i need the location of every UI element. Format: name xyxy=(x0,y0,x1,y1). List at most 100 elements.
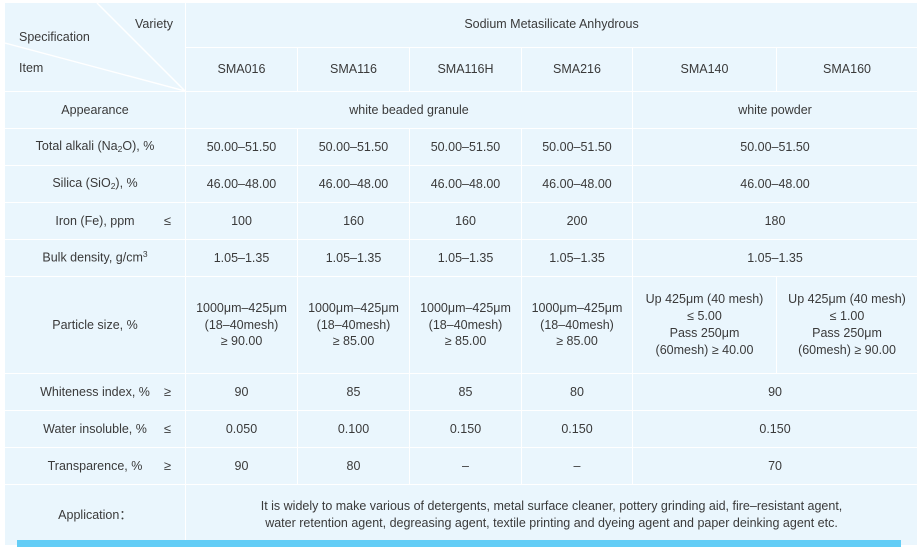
particle-size-sma216: 1000μm–425μm (18–40mesh) ≥ 85.00 xyxy=(522,277,632,373)
grade-header-sma116h: SMA116H xyxy=(410,47,521,91)
product-group-title: Sodium Metasilicate Anhydrous xyxy=(186,3,918,47)
appearance-granule-value: white beaded granule xyxy=(186,92,632,128)
particle-size-sma160: Up 425μm (40 mesh) ≤ 1.00 Pass 250μm (60… xyxy=(777,277,918,373)
particle-line-2: (18–40mesh) xyxy=(204,317,279,332)
particle-size-sma116h: 1000μm–425μm (18–40mesh) ≥ 85.00 xyxy=(410,277,521,373)
particle-line-1: Up 425μm (40 mesh) xyxy=(645,292,764,307)
row-label-iron-text: Iron (Fe), ppm xyxy=(55,213,135,228)
transparence-sma016: 90 xyxy=(186,448,297,484)
application-line-1: It is widely to make various of detergen… xyxy=(260,499,843,514)
corner-label-item: Item xyxy=(19,61,44,76)
row-label-whiteness-index: Whiteness index, % ≥ xyxy=(5,374,185,410)
silica-sma016: 46.00–48.00 xyxy=(186,166,297,202)
table-row-transparence: Transparence, % ≥ 90 80 – – 70 xyxy=(5,448,918,484)
particle-line-1: 1000μm–425μm xyxy=(420,300,511,315)
grade-header-sma140: SMA140 xyxy=(633,47,776,91)
diagonal-split-lines-icon xyxy=(5,3,185,91)
product-specification-table: Variety Specification Item Sodium Metasi… xyxy=(4,2,918,546)
total-alkali-sma216: 50.00–51.50 xyxy=(522,129,632,165)
particle-line-1: 1000μm–425μm xyxy=(308,300,399,315)
table-row-water-insoluble: Water insoluble, % ≤ 0.050 0.100 0.150 0.… xyxy=(5,411,918,447)
transparence-powder-merged: 70 xyxy=(633,448,918,484)
table-row-appearance: Appearance white beaded granule white po… xyxy=(5,92,918,128)
whiteness-sma216: 80 xyxy=(522,374,632,410)
water-insoluble-sma116h: 0.150 xyxy=(410,411,521,447)
whiteness-sma116h: 85 xyxy=(410,374,521,410)
particle-line-3: ≥ 85.00 xyxy=(556,334,598,349)
particle-line-2: (18–40mesh) xyxy=(540,317,614,332)
transparence-sma116h: – xyxy=(410,448,521,484)
row-label-water-insoluble-text: Water insoluble, % xyxy=(43,421,147,436)
water-insoluble-powder-merged: 0.150 xyxy=(633,411,918,447)
row-label-bulk-density-superscript: 3 xyxy=(142,249,148,260)
grade-header-sma160: SMA160 xyxy=(777,47,918,91)
row-label-silica-prefix: Silica (SiO xyxy=(52,176,111,191)
table-row-application: Application： It is widely to make variou… xyxy=(5,485,918,545)
particle-size-sma116: 1000μm–425μm (18–40mesh) ≥ 85.00 xyxy=(298,277,409,373)
bulk-density-powder-merged: 1.05–1.35 xyxy=(633,240,918,276)
particle-line-3: ≥ 90.00 xyxy=(220,334,263,349)
corner-label-variety: Variety xyxy=(135,17,173,31)
whiteness-sma116: 85 xyxy=(298,374,409,410)
row-operator-iron: ≤ xyxy=(163,213,171,229)
row-label-application: Application： xyxy=(5,485,185,545)
row-label-bulk-density: Bulk density, g/cm3 xyxy=(5,240,185,276)
table-row-silica: Silica (SiO2), % 46.00–48.00 46.00–48.00… xyxy=(5,166,918,202)
row-label-iron: Iron (Fe), ppm ≤ xyxy=(5,203,185,239)
row-label-total-alkali-prefix: Total alkali (Na xyxy=(35,139,118,154)
water-insoluble-sma016: 0.050 xyxy=(186,411,297,447)
particle-line-3: Pass 250μm xyxy=(812,326,882,340)
row-label-transparence: Transparence, % ≥ xyxy=(5,448,185,484)
particle-line-4: (60mesh) ≥ 90.00 xyxy=(798,342,896,357)
row-label-silica: Silica (SiO2), % xyxy=(5,166,185,202)
table-row-particle-size: Particle size, % 1000μm–425μm (18–40mesh… xyxy=(5,277,918,373)
grade-header-sma116: SMA116 xyxy=(298,47,409,91)
iron-sma116h: 160 xyxy=(410,203,521,239)
silica-sma116h: 46.00–48.00 xyxy=(410,166,521,202)
row-label-total-alkali: Total alkali (Na2O), % xyxy=(5,129,185,165)
particle-line-2: ≤ 5.00 xyxy=(687,309,722,324)
particle-line-1: 1000μm–425μm xyxy=(196,300,287,315)
table-row-total-alkali: Total alkali (Na2O), % 50.00–51.50 50.00… xyxy=(5,129,918,165)
bulk-density-sma116h: 1.05–1.35 xyxy=(410,240,521,276)
row-label-whiteness-text: Whiteness index, % xyxy=(40,384,150,399)
row-label-appearance: Appearance xyxy=(5,92,185,128)
grade-header-sma216: SMA216 xyxy=(522,47,632,91)
application-line-2: water retention agent, degreasing agent,… xyxy=(265,516,838,530)
corner-diagonal-header-cell: Variety Specification Item xyxy=(5,3,185,91)
row-label-total-alkali-suffix: O), % xyxy=(122,139,155,154)
total-alkali-sma016: 50.00–51.50 xyxy=(186,129,297,165)
particle-line-2: ≤ 1.00 xyxy=(829,309,865,324)
row-operator-whiteness: ≥ xyxy=(163,384,171,400)
total-alkali-sma116h: 50.00–51.50 xyxy=(410,129,521,165)
transparence-sma216: – xyxy=(522,448,632,484)
particle-line-2: (18–40mesh) xyxy=(428,317,503,332)
iron-sma116: 160 xyxy=(298,203,409,239)
silica-sma116: 46.00–48.00 xyxy=(298,166,409,202)
particle-line-1: 1000μm–425μm xyxy=(531,300,623,315)
table-row-bulk-density: Bulk density, g/cm3 1.05–1.35 1.05–1.35 … xyxy=(5,240,918,276)
appearance-powder-value: white powder xyxy=(633,92,918,128)
water-insoluble-sma116: 0.100 xyxy=(298,411,409,447)
particle-size-sma140: Up 425μm (40 mesh) ≤ 5.00 Pass 250μm (60… xyxy=(633,277,776,373)
row-operator-water-insoluble: ≤ xyxy=(163,421,171,437)
total-alkali-powder-merged: 50.00–51.50 xyxy=(633,129,918,165)
table-header-row-grades: SMA016 SMA116 SMA116H SMA216 SMA140 SMA1… xyxy=(5,47,918,91)
bulk-density-sma016: 1.05–1.35 xyxy=(186,240,297,276)
iron-sma016: 100 xyxy=(186,203,297,239)
grade-header-sma016: SMA016 xyxy=(186,47,297,91)
row-label-water-insoluble: Water insoluble, % ≤ xyxy=(5,411,185,447)
particle-line-2: (18–40mesh) xyxy=(316,317,391,332)
total-alkali-sma116: 50.00–51.50 xyxy=(298,129,409,165)
row-operator-transparence: ≥ xyxy=(163,458,171,474)
particle-line-1: Up 425μm (40 mesh) xyxy=(788,292,906,307)
row-label-silica-subscript: 2 xyxy=(110,181,116,192)
transparence-sma116: 80 xyxy=(298,448,409,484)
iron-powder-merged: 180 xyxy=(633,203,918,239)
table-row-whiteness-index: Whiteness index, % ≥ 90 85 85 80 90 xyxy=(5,374,918,410)
particle-line-3: ≥ 85.00 xyxy=(444,334,487,349)
particle-size-sma016: 1000μm–425μm (18–40mesh) ≥ 90.00 xyxy=(186,277,297,373)
bulk-density-sma216: 1.05–1.35 xyxy=(522,240,632,276)
particle-line-3: ≥ 85.00 xyxy=(332,334,375,349)
application-description: It is widely to make various of detergen… xyxy=(186,485,918,545)
